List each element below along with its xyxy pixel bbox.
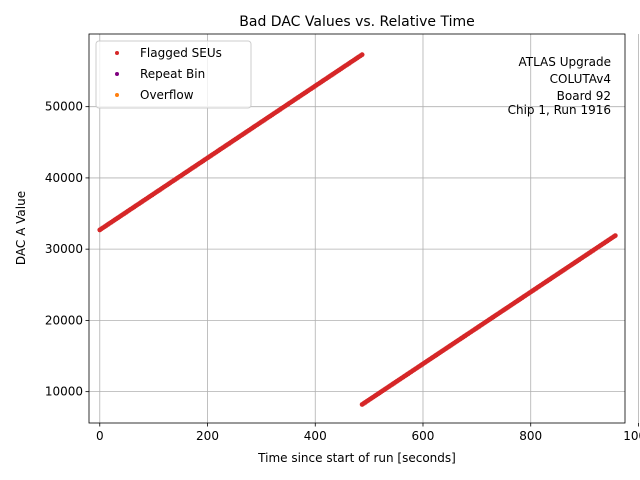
x-tick-label: 800 xyxy=(519,429,542,443)
chart-title: Bad DAC Values vs. Relative Time xyxy=(239,14,474,30)
x-tick-label: 1000 xyxy=(623,429,640,443)
legend-box xyxy=(95,40,252,109)
data-point xyxy=(359,52,365,58)
x-tick-label: 0 xyxy=(96,429,104,443)
legend-marker xyxy=(115,72,119,76)
y-axis-label: DAC A Value xyxy=(14,191,28,265)
axis-ticks: 0 200 400 600 800 1000 10000 20000 30000 40000 500… xyxy=(45,100,640,443)
legend-marker xyxy=(115,93,119,97)
annotation-line-4: Chip 1, Run 1916 xyxy=(508,103,611,117)
legend-marker xyxy=(115,51,119,55)
y-tick-label: 20000 xyxy=(45,313,83,327)
legend: Flagged SEUs Repeat Bin Overflow xyxy=(95,40,252,109)
y-tick-label: 50000 xyxy=(45,100,83,114)
legend-label: Flagged SEUs xyxy=(140,46,222,60)
y-tick-label: 40000 xyxy=(45,171,83,185)
legend-label: Repeat Bin xyxy=(140,67,205,81)
grid-lines xyxy=(89,34,639,423)
legend-label: Overflow xyxy=(140,88,194,102)
annotation-line-1: ATLAS Upgrade xyxy=(518,55,611,69)
run-annotation: ATLAS Upgrade COLUTAv4 Board 92 Chip 1, … xyxy=(508,55,611,117)
x-tick-label: 400 xyxy=(304,429,327,443)
annotation-line-2: COLUTAv4 xyxy=(550,72,611,86)
data-points xyxy=(97,52,618,407)
x-tick-label: 200 xyxy=(196,429,219,443)
data-point xyxy=(612,233,618,239)
annotation-line-3: Board 92 xyxy=(557,89,611,103)
x-tick-label: 600 xyxy=(412,429,435,443)
x-axis-label: Time since start of run [seconds] xyxy=(257,451,456,465)
y-tick-label: 30000 xyxy=(45,242,83,256)
y-tick-label: 10000 xyxy=(45,385,83,399)
plot-frame xyxy=(88,33,626,424)
